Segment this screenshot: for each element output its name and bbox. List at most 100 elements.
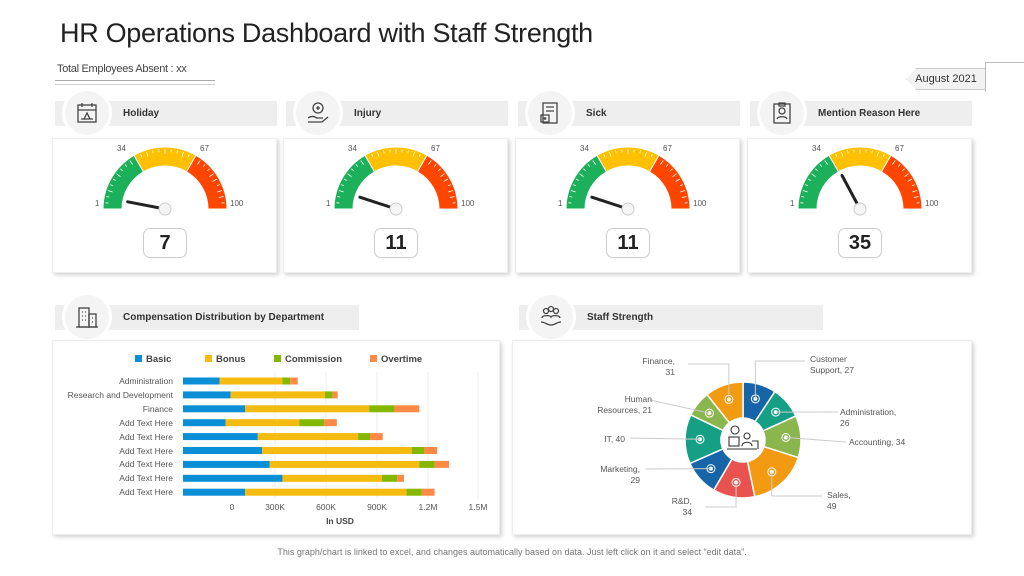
gauge-tick xyxy=(124,164,128,167)
bar-basic[interactable] xyxy=(183,474,283,482)
bar-overtime[interactable] xyxy=(434,460,450,468)
gauge xyxy=(797,146,923,216)
bar-bonus[interactable] xyxy=(225,419,300,427)
bar-commission[interactable] xyxy=(381,474,398,482)
gauge-tick xyxy=(587,164,591,167)
bar-basic[interactable] xyxy=(183,433,258,441)
bar-overtime[interactable] xyxy=(370,433,383,441)
category-label: Research and Development xyxy=(67,389,173,400)
slice-label: IT, 40 xyxy=(604,434,625,444)
bar-bonus[interactable] xyxy=(262,447,412,454)
gauge-tick xyxy=(343,178,347,181)
employee-desk-icon xyxy=(727,425,759,450)
gauge-tick xyxy=(351,168,354,172)
gauge-tick xyxy=(912,190,918,193)
bar-commission[interactable] xyxy=(299,419,325,427)
gauge-tick xyxy=(428,160,432,165)
gauge-tick xyxy=(116,173,121,177)
bar-bonus[interactable] xyxy=(245,405,370,413)
bar-bonus[interactable] xyxy=(269,460,420,468)
bar-commission[interactable] xyxy=(324,391,333,399)
bar-bonus[interactable] xyxy=(257,433,359,441)
x-tick-label: 300K xyxy=(265,502,285,512)
gauge-band xyxy=(185,154,228,210)
date-bracket xyxy=(985,62,1024,92)
slice-label: Customer Support, 27 xyxy=(810,354,854,375)
legend-swatch xyxy=(370,355,377,362)
gauge-tick xyxy=(847,150,849,154)
slice-marker xyxy=(704,408,714,418)
leader-line xyxy=(688,363,730,400)
gauge-tick xyxy=(438,168,441,172)
bar-bonus[interactable] xyxy=(230,391,325,399)
gauge-tick xyxy=(377,151,380,157)
hand-medical-icon xyxy=(293,88,343,138)
legend-swatch xyxy=(274,355,281,362)
bar-overtime[interactable] xyxy=(421,488,435,496)
gauge-tick xyxy=(904,173,909,177)
legend-item: Bonus xyxy=(205,354,246,365)
bar-basic[interactable] xyxy=(183,405,246,413)
bar-bonus[interactable] xyxy=(219,377,283,385)
x-tick-label: 900K xyxy=(367,502,387,512)
slice-label: Administration, 26 xyxy=(840,407,897,428)
bar-overtime[interactable] xyxy=(397,474,404,482)
bar-commission[interactable] xyxy=(282,377,291,385)
gauge-tick xyxy=(592,160,596,165)
staff-title: Staff Strength xyxy=(587,312,654,323)
bar-basic[interactable] xyxy=(183,447,263,454)
bar-basic[interactable] xyxy=(183,460,270,468)
gauge-title: Mention Reason Here xyxy=(818,108,921,119)
gauge-tick xyxy=(575,178,579,181)
slice-label: Accounting, 34 xyxy=(849,437,906,447)
gauge-tick xyxy=(433,164,437,167)
gauge-scale-label: 1 xyxy=(558,199,563,208)
bar-overtime[interactable] xyxy=(332,391,338,399)
gauge-tick xyxy=(217,190,223,193)
gauge-tick xyxy=(573,184,577,187)
bar-commission[interactable] xyxy=(419,460,435,468)
gauge-scale-label: 1 xyxy=(790,199,795,208)
gauge-scale-label: 67 xyxy=(431,144,440,153)
compensation-title: Compensation Distribution by Department xyxy=(123,312,325,323)
bar-basic[interactable] xyxy=(183,488,246,496)
gauge-tick xyxy=(569,196,573,198)
gauge-tick xyxy=(897,164,901,167)
bar-bonus[interactable] xyxy=(282,474,382,482)
bar-basic[interactable] xyxy=(183,391,231,399)
gauge-tick xyxy=(672,173,677,177)
x-tick-label: 1.2M xyxy=(418,502,438,512)
slice-label: Sales, 49 xyxy=(827,490,851,511)
bar-overtime[interactable] xyxy=(424,447,438,454)
gauge-tick xyxy=(819,164,823,167)
gauge-tick xyxy=(134,156,137,160)
bar-commission[interactable] xyxy=(358,433,370,441)
bar-overtime[interactable] xyxy=(324,419,337,427)
bar-commission[interactable] xyxy=(369,405,395,413)
bar-overtime[interactable] xyxy=(290,377,298,385)
gauge-tick xyxy=(603,154,606,158)
gauge-tick xyxy=(347,173,352,177)
gauge-tick xyxy=(911,184,915,187)
bar-commission[interactable] xyxy=(406,488,422,496)
gauge-tick xyxy=(209,173,214,177)
gauge-tick xyxy=(197,160,201,165)
gauge-tick xyxy=(383,150,385,154)
leader-line xyxy=(785,436,847,443)
gauge-tick xyxy=(424,156,427,160)
gauge-tick xyxy=(829,156,832,160)
gauge-tick xyxy=(871,150,873,154)
gauge-tick xyxy=(218,196,224,198)
bar-commission[interactable] xyxy=(411,447,425,454)
bar-basic[interactable] xyxy=(183,377,220,385)
gauge-band xyxy=(416,154,459,210)
gauge-tick xyxy=(675,178,681,182)
gauge-tick xyxy=(801,196,805,198)
x-tick-label: 600K xyxy=(316,502,336,512)
bar-overtime[interactable] xyxy=(394,405,420,413)
bar-basic[interactable] xyxy=(183,419,226,427)
category-label: Finance xyxy=(142,403,173,414)
bar-bonus[interactable] xyxy=(245,488,407,496)
gauge-tick xyxy=(913,196,919,198)
divider-arrow xyxy=(55,84,215,85)
